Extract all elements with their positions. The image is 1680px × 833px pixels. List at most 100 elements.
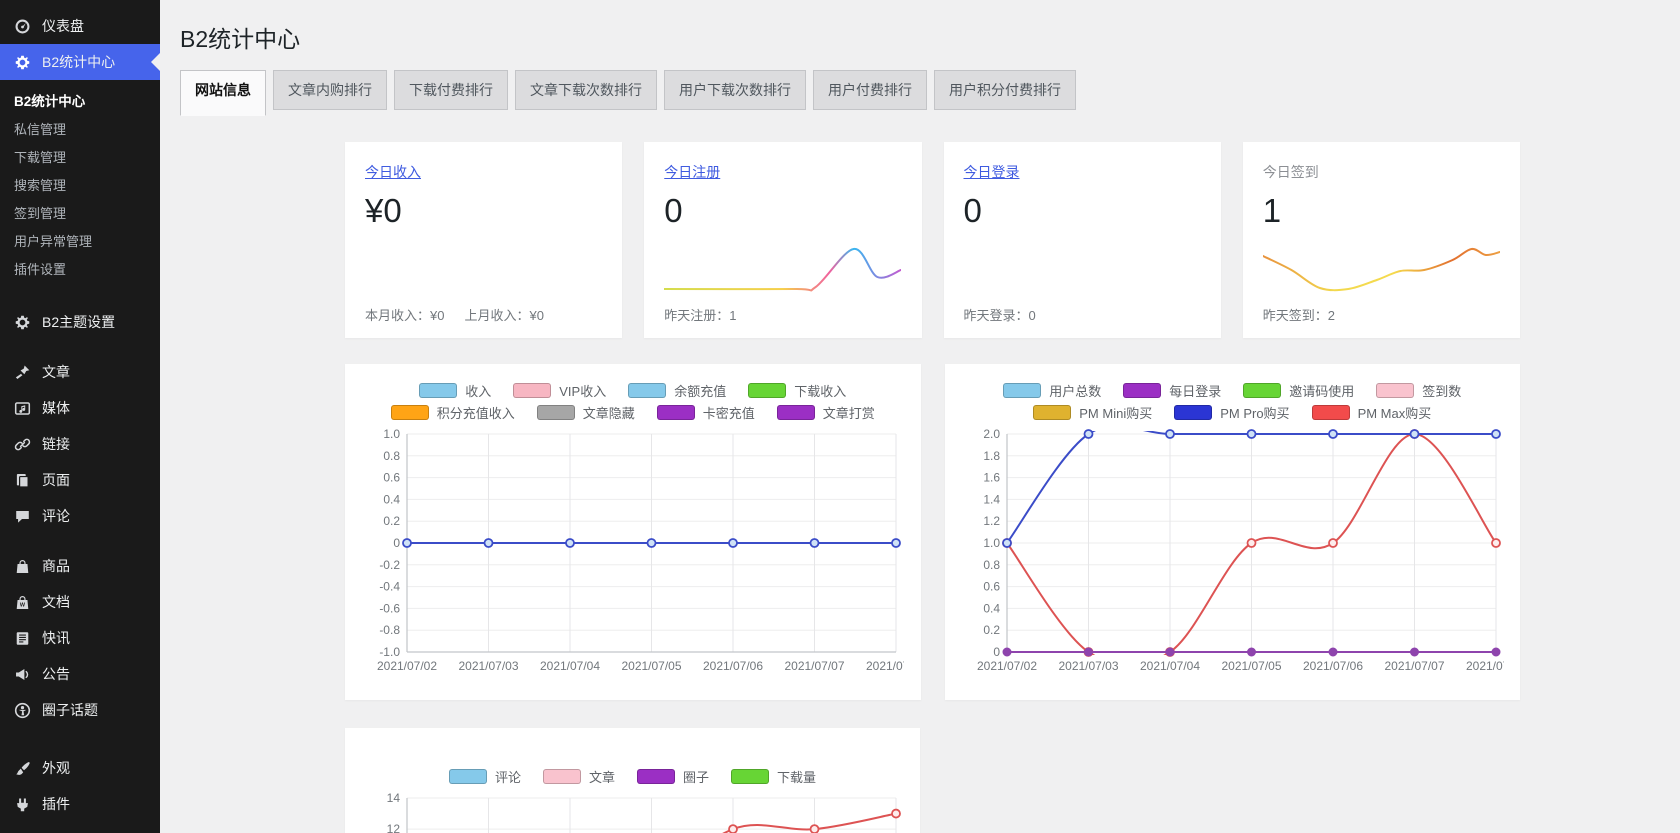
sidebar-item-label: 页面 (42, 472, 70, 488)
svg-text:1.8: 1.8 (983, 449, 1000, 463)
svg-text:2021/07/07: 2021/07/07 (1384, 659, 1444, 673)
sidebar-item-label: 插件 (42, 796, 70, 812)
stat-card-footer: 昨天签到：2 (1262, 308, 1335, 323)
legend-item[interactable]: 下载收入 (748, 381, 846, 400)
legend-swatch (731, 769, 770, 784)
gear-icon (12, 312, 32, 332)
legend-item[interactable]: 邀请码使用 (1243, 381, 1354, 400)
dashboard-body: 今日收入 ¥0 本月收入：¥0 上月收入：¥0 今日注册 0 昨天注册：1 今日登录 0 昨天登录… (345, 142, 1520, 833)
stat-card-title-today-income[interactable]: 今日收入 (365, 164, 421, 180)
sidebar-item-circle-topics[interactable]: 圈子话题 (0, 692, 160, 728)
tab-post-purchase-ranking[interactable]: 文章内购排行 (273, 70, 387, 110)
sidebar-item-products[interactable]: 商品 (0, 548, 160, 584)
legend-item[interactable]: 文章打赏 (776, 403, 875, 422)
legend-item[interactable]: 下载量 (731, 767, 816, 786)
legend-item[interactable]: 评论 (448, 767, 521, 786)
legend-item[interactable]: PM Pro购买 (1174, 403, 1290, 422)
legend-swatch (1376, 383, 1415, 398)
content-chart-card: 评论文章圈子下载量141210864202021/07/022021/07/03… (345, 728, 920, 833)
sidebar-item-label: 评论 (42, 508, 70, 524)
svg-text:-1.0: -1.0 (379, 645, 400, 659)
svg-text:2021/07/06: 2021/07/06 (1302, 659, 1362, 673)
legend-item[interactable]: 每日登录 (1123, 381, 1221, 400)
legend-item[interactable]: 收入 (419, 381, 491, 400)
legend-swatch (656, 405, 695, 420)
tab-site-info[interactable]: 网站信息 (180, 70, 266, 116)
svg-text:0.8: 0.8 (983, 558, 1000, 572)
sidebar-item-label: 链接 (42, 436, 70, 452)
sidebar-item-pages[interactable]: 页面 (0, 462, 160, 498)
tab-user-download-count-ranking[interactable]: 用户下载次数排行 (664, 70, 806, 110)
stat-card-title-today-login[interactable]: 今日登录 (963, 164, 1020, 180)
legend-item[interactable]: 签到数 (1376, 381, 1461, 400)
legend-item[interactable]: PM Mini购买 (1033, 403, 1152, 422)
sidebar-item-label: 媒体 (42, 400, 70, 416)
stat-card-value: ¥0 (365, 192, 402, 229)
stat-card-today-register: 今日注册 0 昨天注册：1 (644, 142, 922, 338)
legend-label: 积分充值收入 (436, 406, 515, 421)
legend-swatch (390, 405, 429, 420)
legend-item[interactable]: 文章隐藏 (536, 403, 635, 422)
stat-card-title-today-register[interactable]: 今日注册 (664, 164, 721, 180)
stat-card-value: 1 (1262, 192, 1282, 229)
sidebar-item-plugins[interactable]: 插件 (0, 786, 160, 822)
sidebar-item-links[interactable]: 链接 (0, 426, 160, 462)
submenu-item-user-anomaly[interactable]: 用户异常管理 (14, 233, 93, 249)
submenu-item-checkin-manage[interactable]: 签到管理 (14, 205, 67, 221)
link-icon (12, 434, 32, 454)
legend-item[interactable]: 余额充值 (628, 381, 726, 400)
b2-stats-submenu: B2统计中心 私信管理下载管理搜索管理签到管理用户异常管理 插件设置 (0, 80, 160, 294)
tab-post-download-count-ranking[interactable]: 文章下载次数排行 (515, 70, 657, 110)
legend-label: 下载量 (777, 770, 817, 785)
legend-label: 卡密充值 (702, 406, 755, 421)
dashboard-icon (12, 16, 32, 36)
svg-text:1.4: 1.4 (983, 492, 1000, 506)
sidebar-item-news[interactable]: 快讯 (0, 620, 160, 656)
sidebar-item-comments[interactable]: 评论 (0, 498, 160, 534)
sparkline-chart (664, 248, 902, 292)
sidebar-item-b2-theme-settings[interactable]: B2主题设置 (0, 304, 160, 340)
svg-text:0.4: 0.4 (383, 492, 400, 506)
users-chart-card: 用户总数 每日登录 邀请码使用 签到数 PM Mini购买 PM Pro购买 PM Max购… (944, 364, 1520, 700)
sidebar-item-announcements[interactable]: 公告 (0, 656, 160, 692)
submenu-item-download-manage[interactable]: 下载管理 (14, 149, 67, 165)
tab-download-paid-ranking[interactable]: 下载付费排行 (394, 70, 508, 110)
plugin-icon (12, 794, 32, 814)
submenu-item-plugin-settings[interactable]: 插件设置 (14, 261, 67, 277)
sidebar-item-appearance[interactable]: 外观 (0, 750, 160, 786)
tab-user-points-payment-ranking[interactable]: 用户积分付费排行 (934, 70, 1076, 110)
sidebar-item-label: 文章 (42, 364, 70, 380)
sidebar-item-posts[interactable]: 文章 (0, 354, 160, 390)
tab-user-payment-ranking[interactable]: 用户付费排行 (813, 70, 927, 110)
legend-item[interactable]: 文章 (542, 767, 615, 786)
svg-text:2021/07/03: 2021/07/03 (458, 659, 518, 673)
legend-item[interactable]: VIP收入 (513, 381, 606, 400)
legend-item[interactable]: 积分充值收入 (390, 403, 515, 422)
legend-swatch (542, 769, 581, 784)
legend-item[interactable]: 用户总数 (1003, 381, 1101, 400)
sidebar-item-b2-stats-center[interactable]: B2统计中心 (0, 44, 160, 80)
svg-text:-0.8: -0.8 (379, 623, 400, 637)
svg-text:0.2: 0.2 (383, 514, 400, 528)
svg-text:1.0: 1.0 (983, 536, 1000, 550)
stat-card-value: 0 (963, 192, 982, 229)
legend-item[interactable]: PM Max购买 (1311, 403, 1431, 422)
legend-item[interactable]: 卡密充值 (656, 403, 755, 422)
sparkline-chart (365, 287, 602, 289)
sidebar-item-label: 文档 (42, 594, 70, 610)
sidebar-item-docs[interactable]: W 文档 (0, 584, 160, 620)
sparkline-chart (963, 287, 1201, 289)
line-chart: 2.01.81.61.41.21.00.80.60.40.202021/07/0… (976, 427, 1503, 673)
sidebar-item-label: 仪表盘 (42, 18, 84, 34)
submenu-item-b2-stats-center[interactable]: B2统计中心 (14, 94, 86, 109)
legend-label: VIP收入 (559, 384, 607, 399)
sidebar-item-media[interactable]: 媒体 (0, 390, 160, 426)
legend-swatch (776, 405, 815, 420)
submenu-item-search-manage[interactable]: 搜索管理 (14, 177, 67, 193)
submenu-item-private-messages[interactable]: 私信管理 (14, 121, 67, 137)
svg-text:2.0: 2.0 (983, 427, 1000, 441)
svg-text:0.6: 0.6 (983, 580, 1000, 594)
svg-text:1.2: 1.2 (983, 514, 1000, 528)
legend-item[interactable]: 圈子 (637, 767, 709, 786)
sidebar-item-dashboard[interactable]: 仪表盘 (0, 8, 160, 44)
